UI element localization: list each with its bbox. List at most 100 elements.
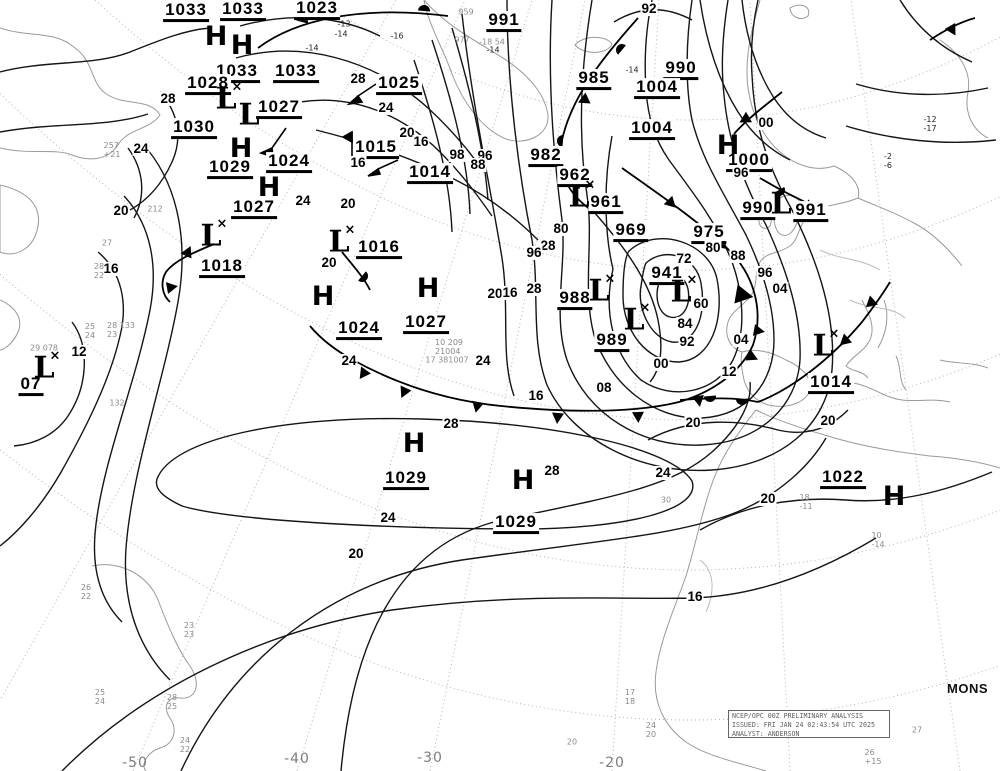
past-position-cross: × bbox=[828, 326, 840, 342]
isobar-value-label: 28 bbox=[442, 415, 460, 431]
isobar-value-label: 96 bbox=[732, 164, 750, 180]
pressure-value-label: 1014 bbox=[407, 163, 453, 185]
high-center-symbol: H bbox=[204, 21, 228, 53]
isobar-value-label: 96 bbox=[525, 244, 543, 260]
low-center-symbol: L × bbox=[623, 300, 651, 338]
station-value: 28 bbox=[166, 692, 178, 702]
isobar-value-label: 08 bbox=[595, 379, 613, 395]
past-position-cross: × bbox=[344, 222, 356, 238]
isobar-value-label: 04 bbox=[732, 331, 750, 347]
station-plot: 20 bbox=[567, 737, 577, 746]
isobar-value-label: 16 bbox=[349, 154, 367, 170]
station-value: 18 bbox=[624, 697, 636, 706]
station-value: 20 bbox=[566, 737, 578, 747]
past-position-cross: × bbox=[231, 79, 243, 95]
pressure-value-label: 1033 bbox=[220, 0, 266, 22]
isobar-value-label: 12 bbox=[720, 363, 738, 379]
station-value: 25 bbox=[84, 321, 96, 331]
info-box: NCEP/OPC 00Z PRELIMINARY ANALYSIS ISSUED… bbox=[728, 710, 890, 738]
isobar-value-label: 88 bbox=[729, 247, 747, 263]
pressure-value-label: 969 bbox=[613, 221, 649, 243]
isobar-value-label: 24 bbox=[474, 352, 492, 368]
pressure-value-label: 1033 bbox=[273, 62, 319, 84]
station-value: -17 bbox=[923, 124, 937, 133]
station-plot: 10 209 21004 bbox=[435, 338, 463, 356]
pressure-value-label: 1024 bbox=[336, 319, 382, 341]
isobar-value-label: 24 bbox=[654, 464, 672, 480]
station-plot: -16 bbox=[390, 31, 403, 40]
isobar-value-label: 88 bbox=[469, 156, 487, 172]
station-plot: -13 bbox=[337, 19, 350, 28]
isobar-value-label: 20 bbox=[759, 490, 777, 506]
pressure-value-label: 1024 bbox=[266, 152, 312, 174]
station-value: 23 bbox=[183, 630, 195, 639]
station-plot: 257 +21 bbox=[104, 141, 121, 159]
longitude-label: -20 bbox=[599, 755, 625, 771]
pressure-value-label: 1004 bbox=[629, 119, 675, 141]
station-plot: 23 23 bbox=[184, 621, 194, 639]
isobar-value-label: 24 bbox=[294, 192, 312, 208]
station-plot: 132 bbox=[109, 398, 124, 407]
isobar-value-label: 16 bbox=[501, 284, 519, 300]
high-center-symbol: H bbox=[230, 30, 254, 62]
pressure-value-label: 1014 bbox=[808, 373, 854, 395]
station-value: 26 bbox=[80, 582, 92, 592]
low-center-symbol: L × bbox=[215, 79, 243, 117]
isobar-value-label: 04 bbox=[771, 280, 789, 296]
map-corner-label: MONS bbox=[947, 681, 988, 696]
pressure-value-label: 1029 bbox=[493, 513, 539, 535]
pressure-value-label: 1029 bbox=[207, 158, 253, 180]
station-value: -11 bbox=[799, 502, 813, 511]
station-value: 27 bbox=[101, 238, 113, 248]
pressure-value-label: 990 bbox=[740, 199, 776, 221]
station-value: 21004 bbox=[435, 347, 461, 356]
station-plot: 10 -14 bbox=[871, 531, 884, 549]
station-value: 30 bbox=[660, 495, 672, 505]
pressure-value-label: 1033 bbox=[163, 1, 209, 23]
station-value: -14 bbox=[305, 43, 319, 53]
station-value: -14 bbox=[334, 29, 348, 39]
isobar-value-label: 20 bbox=[339, 195, 357, 211]
isobar-value-label: 80 bbox=[552, 220, 570, 236]
station-plot: 24 20 bbox=[646, 721, 656, 739]
pressure-value-label: 1025 bbox=[376, 74, 422, 96]
cold-front bbox=[733, 91, 783, 135]
station-plot: 27 bbox=[912, 725, 922, 734]
low-center-symbol: L × bbox=[328, 222, 356, 260]
info-box-line1: NCEP/OPC 00Z PRELIMINARY ANALYSIS bbox=[732, 712, 864, 720]
info-box-line3: ANALYST: ANDERSON bbox=[732, 729, 800, 738]
isobar-value-label: 24 bbox=[377, 99, 395, 115]
station-value: -18 54 bbox=[479, 37, 505, 47]
station-plot: -12 -17 bbox=[923, 115, 936, 133]
station-value: 24 bbox=[84, 331, 96, 340]
longitude-label: -50 bbox=[122, 755, 148, 771]
occluded-front bbox=[559, 17, 639, 213]
station-value: 977 bbox=[454, 35, 470, 45]
pressure-value-label: 1023 bbox=[294, 0, 340, 21]
low-center-symbol: L bbox=[770, 186, 792, 222]
cold-front bbox=[161, 243, 215, 303]
station-value: 23 bbox=[107, 330, 118, 339]
station-plot: 28 133 23 bbox=[107, 321, 135, 339]
info-box-line2: ISSUED: FRI JAN 24 02:43:54 UTC 2025 bbox=[732, 720, 875, 729]
isobar-value-label: 20 bbox=[819, 412, 837, 428]
isobar-value-label: 20 bbox=[684, 414, 702, 430]
isobar-value-label: 28 bbox=[349, 70, 367, 86]
station-value: 17 381007 bbox=[425, 355, 469, 365]
low-center-symbol: L bbox=[238, 97, 260, 133]
low-center-symbol: L × bbox=[33, 348, 61, 386]
station-plot: 17 381007 bbox=[425, 355, 468, 364]
station-plot: 18 -11 bbox=[799, 493, 812, 511]
isobar-value-label: 00 bbox=[757, 114, 775, 130]
pressure-value-label: 1029 bbox=[383, 469, 429, 491]
isobar-value-label: 96 bbox=[756, 264, 774, 280]
station-value: 132 bbox=[109, 398, 125, 408]
low-center-symbol: L × bbox=[568, 177, 596, 215]
pressure-value-label: 1030 bbox=[171, 118, 217, 140]
high-center-symbol: H bbox=[511, 465, 535, 497]
station-value: 24 bbox=[94, 697, 106, 706]
station-plot: 27 bbox=[102, 238, 112, 247]
station-value: 959 bbox=[458, 7, 474, 17]
